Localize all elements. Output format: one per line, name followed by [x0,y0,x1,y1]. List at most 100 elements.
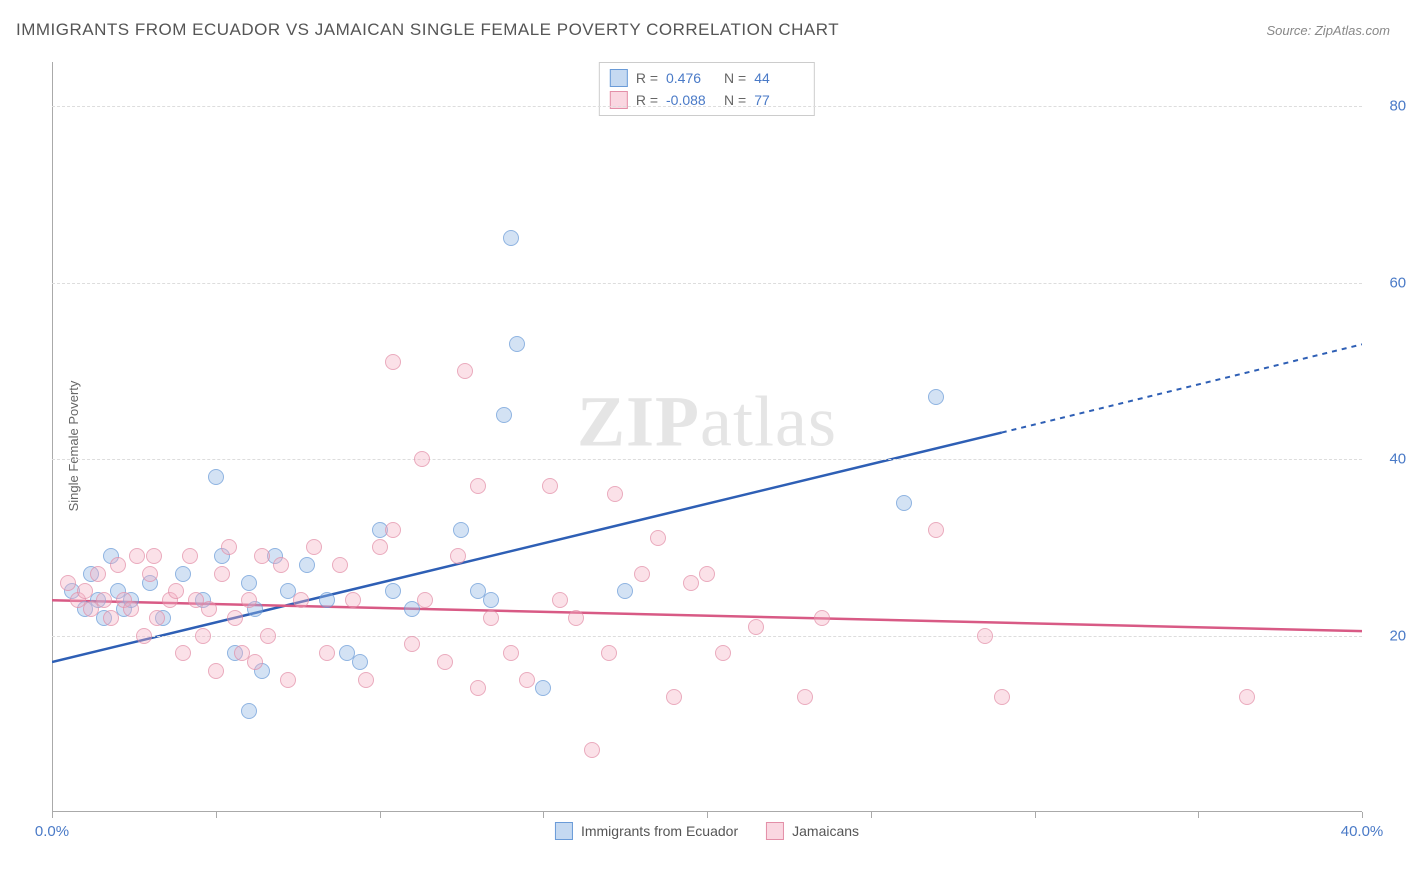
scatter-point-jamaican [372,539,388,555]
scatter-point-jamaican [607,486,623,502]
scatter-point-jamaican [457,363,473,379]
scatter-point-jamaican [146,548,162,564]
trendline-ecuador [52,433,1002,662]
scatter-point-jamaican [293,592,309,608]
scatter-point-jamaican [96,592,112,608]
scatter-point-jamaican [977,628,993,644]
scatter-point-jamaican [182,548,198,564]
scatter-point-ecuador [535,680,551,696]
legend-row-jamaican: R = -0.088 N = 77 [610,89,804,111]
scatter-point-jamaican [123,601,139,617]
source-attribution: Source: ZipAtlas.com [1266,23,1390,38]
chart-title: IMMIGRANTS FROM ECUADOR VS JAMAICAN SING… [16,20,839,40]
scatter-point-jamaican [650,530,666,546]
trendlines-svg [52,62,1362,812]
x-tick [543,812,544,818]
scatter-point-jamaican [168,583,184,599]
watermark-atlas: atlas [700,382,837,462]
scatter-point-jamaican [519,672,535,688]
scatter-point-jamaican [90,566,106,582]
gridline-h [52,106,1362,107]
x-tick-label: 0.0% [35,823,69,840]
legend-item-ecuador: Immigrants from Ecuador [555,822,738,840]
scatter-point-jamaican [814,610,830,626]
x-tick [871,812,872,818]
scatter-point-jamaican [568,610,584,626]
scatter-point-ecuador [928,389,944,405]
scatter-point-jamaican [552,592,568,608]
scatter-point-jamaican [221,539,237,555]
scatter-point-jamaican [385,522,401,538]
scatter-point-ecuador [352,654,368,670]
scatter-point-jamaican [470,478,486,494]
scatter-point-ecuador [241,575,257,591]
scatter-point-jamaican [280,672,296,688]
scatter-point-jamaican [358,672,374,688]
scatter-point-jamaican [503,645,519,661]
scatter-point-jamaican [683,575,699,591]
scatter-point-jamaican [385,354,401,370]
scatter-point-jamaican [136,628,152,644]
scatter-point-jamaican [715,645,731,661]
scatter-point-jamaican [345,592,361,608]
scatter-point-jamaican [450,548,466,564]
x-tick [1198,812,1199,818]
swatch-jamaican [766,822,784,840]
scatter-point-jamaican [332,557,348,573]
correlation-legend: R = 0.476 N = 44 R = -0.088 N = 77 [599,62,815,116]
scatter-point-jamaican [110,557,126,573]
r-value-ecuador: 0.476 [666,70,716,86]
scatter-point-jamaican [247,654,263,670]
scatter-point-ecuador [617,583,633,599]
y-tick-label: 80.0% [1389,98,1406,115]
scatter-point-jamaican [634,566,650,582]
scatter-point-jamaican [542,478,558,494]
n-label: N = [724,70,746,86]
scatter-point-jamaican [103,610,119,626]
scatter-point-jamaican [254,548,270,564]
scatter-point-jamaican [214,566,230,582]
legend-item-jamaican: Jamaicans [766,822,859,840]
scatter-point-jamaican [928,522,944,538]
scatter-point-jamaican [699,566,715,582]
swatch-ecuador [555,822,573,840]
scatter-point-ecuador [319,592,335,608]
legend-label-ecuador: Immigrants from Ecuador [581,823,738,839]
scatter-point-ecuador [299,557,315,573]
y-tick-label: 40.0% [1389,451,1406,468]
chart-plot-area: ZIPatlas R = 0.476 N = 44 R = -0.088 N =… [52,62,1362,812]
scatter-point-ecuador [175,566,191,582]
legend-row-ecuador: R = 0.476 N = 44 [610,67,804,89]
scatter-point-jamaican [241,592,257,608]
scatter-point-jamaican [666,689,682,705]
scatter-point-jamaican [748,619,764,635]
scatter-point-ecuador [483,592,499,608]
scatter-point-jamaican [77,583,93,599]
scatter-point-ecuador [509,336,525,352]
x-tick [52,812,53,818]
scatter-point-jamaican [797,689,813,705]
scatter-point-jamaican [584,742,600,758]
y-tick-label: 60.0% [1389,274,1406,291]
y-tick-label: 20.0% [1389,627,1406,644]
scatter-point-jamaican [404,636,420,652]
scatter-point-jamaican [417,592,433,608]
scatter-point-ecuador [385,583,401,599]
scatter-point-jamaican [483,610,499,626]
scatter-point-jamaican [1239,689,1255,705]
scatter-point-ecuador [496,407,512,423]
gridline-h [52,459,1362,460]
scatter-point-jamaican [437,654,453,670]
x-tick-label: 40.0% [1341,823,1384,840]
gridline-h [52,636,1362,637]
trendline-extrapolation-ecuador [1002,344,1362,432]
scatter-point-jamaican [306,539,322,555]
scatter-point-jamaican [601,645,617,661]
scatter-point-jamaican [260,628,276,644]
scatter-point-jamaican [227,610,243,626]
scatter-point-jamaican [129,548,145,564]
scatter-point-jamaican [273,557,289,573]
r-label: R = [636,70,658,86]
x-tick [707,812,708,818]
x-tick [1035,812,1036,818]
